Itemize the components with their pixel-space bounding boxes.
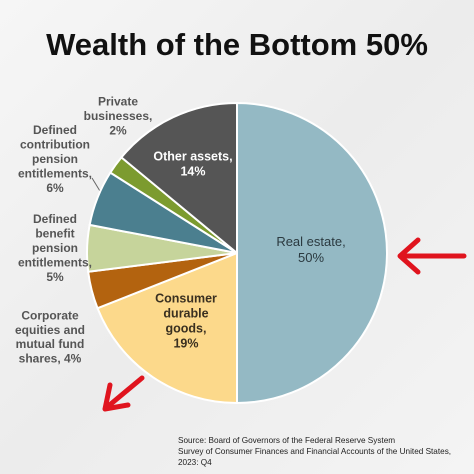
- data-label: Private businesses, 2%: [84, 95, 153, 138]
- chart-title: Wealth of the Bottom 50%: [46, 27, 428, 62]
- data-label: Defined contribution pension entitlements, 6…: [18, 123, 92, 195]
- data-label: Other assets, 14%: [153, 150, 232, 179]
- slices: [86, 101, 388, 405]
- data-label: Corporate equities and mutual fund shares, …: [15, 309, 85, 366]
- data-label: Real estate, 50%: [276, 235, 345, 266]
- slice: [120, 101, 238, 256]
- source: 2023: Q4: [178, 458, 212, 467]
- source: Survey of Consumer Finances and Financia…: [178, 447, 451, 456]
- data-label: Defined benefit pension entitlements, 5%: [18, 212, 92, 284]
- data-label: Consumer durable goods, 19%: [155, 292, 217, 351]
- arrows: [102, 237, 467, 412]
- source: Source: Board of Governors of the Federa…: [178, 436, 395, 445]
- slice: [236, 101, 388, 405]
- slice: [96, 251, 238, 405]
